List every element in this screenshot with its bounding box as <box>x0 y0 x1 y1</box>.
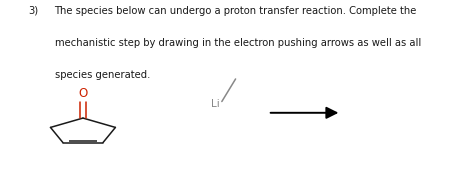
Text: The species below can undergo a proton transfer reaction. Complete the: The species below can undergo a proton t… <box>55 6 417 16</box>
Text: 3): 3) <box>28 6 38 16</box>
Text: mechanistic step by drawing in the electron pushing arrows as well as all: mechanistic step by drawing in the elect… <box>55 38 421 48</box>
Text: O: O <box>78 87 88 100</box>
Text: Li: Li <box>211 99 219 109</box>
Text: species generated.: species generated. <box>55 70 150 80</box>
